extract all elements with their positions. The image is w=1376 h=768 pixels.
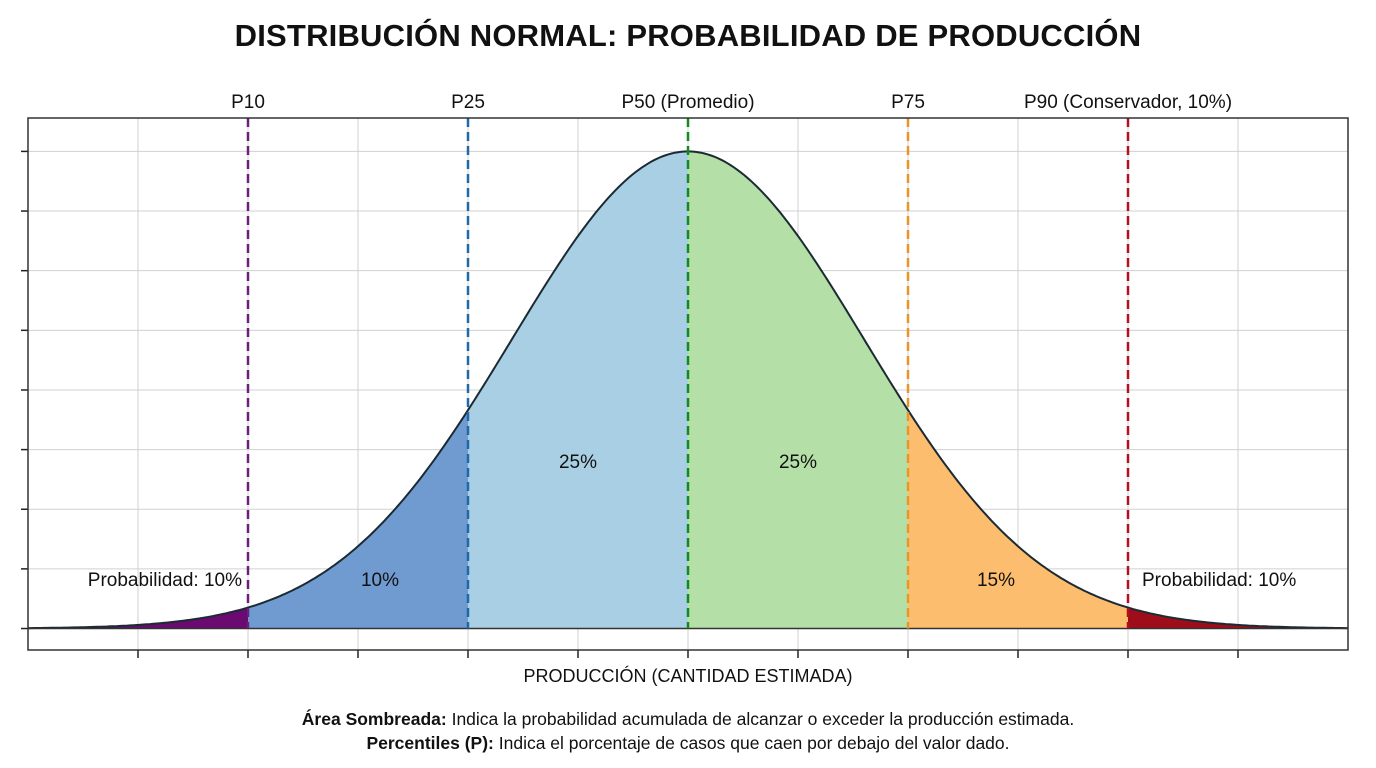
shaded-region	[1128, 607, 1348, 629]
percentile-label: P10	[231, 92, 265, 113]
percentile-label: P75	[891, 92, 925, 113]
region-label: 25%	[779, 452, 817, 473]
region-label: 10%	[361, 570, 399, 591]
plot-frame	[27, 117, 1349, 651]
x-axis-label: PRODUCCIÓN (CANTIDAD ESTIMADA)	[523, 665, 852, 686]
shaded-region	[468, 151, 688, 629]
footnote-text: Indica el porcentaje de casos que caen p…	[493, 733, 1010, 753]
region-label: Probabilidad: 10%	[88, 570, 242, 591]
footnote-shaded-area: Área Sombreada: Indica la probabilidad a…	[0, 709, 1376, 730]
region-label: 15%	[977, 570, 1015, 591]
percentile-label: P25	[451, 92, 485, 113]
shaded-region	[908, 410, 1128, 629]
footnote-bold: Área Sombreada:	[301, 709, 447, 729]
shaded-region	[248, 410, 468, 629]
footnote-text: Indica la probabilidad acumulada de alca…	[446, 709, 1075, 729]
shaded-region	[688, 151, 908, 629]
percentile-label: P90 (Conservador, 10%)	[1024, 92, 1232, 113]
region-label: Probabilidad: 10%	[1142, 570, 1296, 591]
region-label: 25%	[559, 452, 597, 473]
shaded-region	[28, 607, 248, 629]
footnote-percentiles: Percentiles (P): Indica el porcentaje de…	[0, 733, 1376, 754]
footnote-bold: Percentiles (P):	[366, 733, 494, 753]
chart-title: DISTRIBUCIÓN NORMAL: PROBABILIDAD DE PRO…	[234, 18, 1142, 53]
percentile-label: P50 (Promedio)	[621, 92, 754, 113]
